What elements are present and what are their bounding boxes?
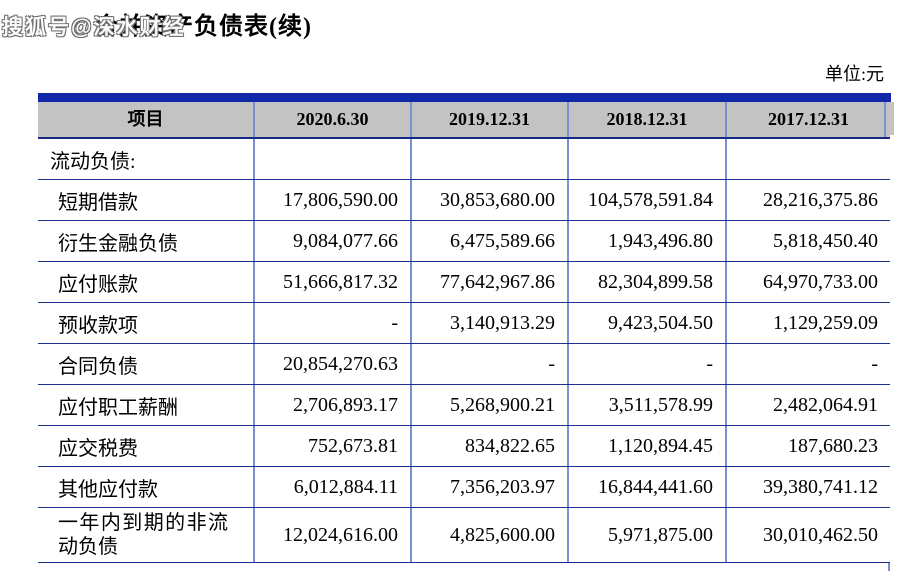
row-label: 预收款项 (58, 314, 138, 337)
row-label: 其他应付款 (58, 478, 158, 501)
table-row: 短期借款 17,806,590.00 30,853,680.00 104,578… (38, 180, 890, 221)
cell-2017: 28,216,375.86 (725, 180, 890, 220)
table-row: 合同负债 20,854,270.63 - - - (38, 344, 890, 385)
table-row: 一年内到期的非流动负债 12,024,616.00 4,825,600.00 5… (38, 508, 890, 563)
table-header-row: 项目 2020.6.30 2019.12.31 2018.12.31 2017.… (38, 102, 894, 139)
table-top-border (38, 93, 891, 102)
cell-2019 (410, 139, 567, 179)
cell-2020: 2,706,893.17 (253, 385, 410, 425)
cell-2020: - (253, 303, 410, 343)
row-label: 合同负债 (58, 355, 138, 378)
partial-right-border (888, 563, 890, 571)
header-2018-12-31: 2018.12.31 (567, 102, 725, 137)
cell-2019: 30,853,680.00 (410, 180, 567, 220)
header-2020-06-30: 2020.6.30 (253, 102, 410, 137)
cell-2018: 82,304,899.58 (567, 262, 725, 302)
row-label: 一年内到期的非流动负债 (58, 512, 228, 558)
header-item: 项目 (127, 109, 164, 129)
row-label: 衍生金融负债 (58, 232, 178, 255)
header-overhang (890, 102, 894, 135)
table-row: 应付账款 51,666,817.32 77,642,967.86 82,304,… (38, 262, 890, 303)
cell-2020 (253, 139, 410, 179)
page-title: 合并资产负债表(续) (94, 14, 312, 40)
cell-2020: 17,806,590.00 (253, 180, 410, 220)
cell-2017: 187,680.23 (725, 426, 890, 466)
partial-next-row (38, 563, 890, 571)
cell-2017: 1,129,259.09 (725, 303, 890, 343)
cell-2018: 16,844,441.60 (567, 467, 725, 507)
row-label: 应交税费 (58, 437, 138, 460)
sohu-watermark: 搜狐号@深水财经 (2, 16, 186, 39)
table-row: 预收款项 - 3,140,913.29 9,423,504.50 1,129,2… (38, 303, 890, 344)
cell-2017: - (725, 344, 890, 384)
table-row: 衍生金融负债 9,084,077.66 6,475,589.66 1,943,4… (38, 221, 890, 262)
cell-2020: 12,024,616.00 (253, 508, 410, 562)
row-label: 短期借款 (58, 191, 138, 214)
cell-2020: 6,012,884.11 (253, 467, 410, 507)
cell-2017: 30,010,462.50 (725, 508, 890, 562)
cell-2019: 6,475,589.66 (410, 221, 567, 261)
table-row: 应付职工薪酬 2,706,893.17 5,268,900.21 3,511,5… (38, 385, 890, 426)
cell-2019: 5,268,900.21 (410, 385, 567, 425)
cell-2018: 3,511,578.99 (567, 385, 725, 425)
cell-2019: 7,356,203.97 (410, 467, 567, 507)
cell-2018: 1,943,496.80 (567, 221, 725, 261)
cell-2019: 834,822.65 (410, 426, 567, 466)
unit-label: 单位:元 (824, 64, 884, 84)
header-2017-12-31: 2017.12.31 (725, 102, 890, 137)
cell-2018: - (567, 344, 725, 384)
header-2019-12-31: 2019.12.31 (410, 102, 567, 137)
table-row: 其他应付款 6,012,884.11 7,356,203.97 16,844,4… (38, 467, 890, 508)
cell-2018 (567, 139, 725, 179)
cell-2020: 51,666,817.32 (253, 262, 410, 302)
cell-2019: 77,642,967.86 (410, 262, 567, 302)
cell-2020: 752,673.81 (253, 426, 410, 466)
cell-2017: 5,818,450.40 (725, 221, 890, 261)
row-label: 应付账款 (58, 273, 138, 296)
row-label: 流动负债: (50, 150, 136, 173)
cell-2018: 9,423,504.50 (567, 303, 725, 343)
cell-2018: 1,120,894.45 (567, 426, 725, 466)
cell-2019: 3,140,913.29 (410, 303, 567, 343)
cell-2019: - (410, 344, 567, 384)
cell-2017: 39,380,741.12 (725, 467, 890, 507)
cell-2018: 104,578,591.84 (567, 180, 725, 220)
cell-2017 (725, 139, 890, 179)
table-row: 应交税费 752,673.81 834,822.65 1,120,894.45 … (38, 426, 890, 467)
cell-2018: 5,971,875.00 (567, 508, 725, 562)
row-label: 应付职工薪酬 (58, 396, 178, 419)
cell-2020: 9,084,077.66 (253, 221, 410, 261)
header-right-border (884, 102, 886, 137)
table-row: 流动负债: (38, 139, 890, 180)
cell-2019: 4,825,600.00 (410, 508, 567, 562)
cell-2017: 64,970,733.00 (725, 262, 890, 302)
cell-2020: 20,854,270.63 (253, 344, 410, 384)
cell-2017: 2,482,064.91 (725, 385, 890, 425)
balance-sheet-table: 项目 2020.6.30 2019.12.31 2018.12.31 2017.… (38, 93, 894, 571)
